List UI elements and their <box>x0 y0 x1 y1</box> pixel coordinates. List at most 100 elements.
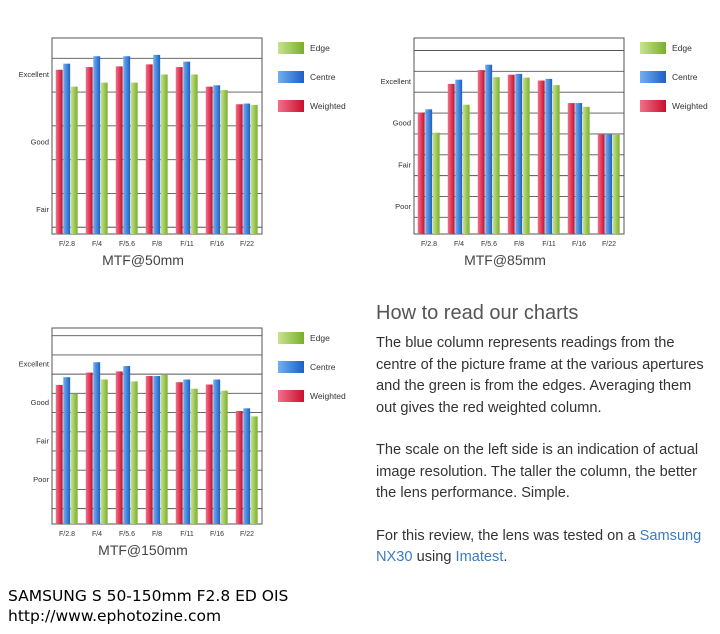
bar-edge <box>100 82 108 234</box>
bar-edge <box>160 74 168 234</box>
bar-centre <box>123 56 131 234</box>
chart-title: MTF@50mm <box>102 252 184 268</box>
rating-label: Fair <box>36 205 49 214</box>
x-tick-label: F/4 <box>92 531 102 538</box>
bar-weighted <box>85 67 93 234</box>
chart-title: MTF@85mm <box>464 252 546 268</box>
bar-weighted <box>145 64 153 235</box>
rating-label: Excellent <box>19 360 50 369</box>
x-tick-label: F/4 <box>454 241 464 248</box>
legend-swatch-edge <box>640 42 666 54</box>
x-tick-label: F/22 <box>240 531 254 538</box>
legend-swatch-centre <box>278 361 304 373</box>
bar-weighted <box>55 69 63 234</box>
x-tick-label: F/22 <box>240 241 254 248</box>
bar-centre <box>243 103 251 234</box>
x-tick-label: F/2.8 <box>59 241 75 248</box>
bar-weighted <box>567 103 575 234</box>
bar-centre <box>213 85 221 234</box>
chart-title: MTF@150mm <box>98 542 188 558</box>
bar-edge <box>552 85 560 234</box>
how-to-para-2: The scale on the left side is an indicat… <box>376 442 699 501</box>
lens-name: SAMSUNG S 50-150mm F2.8 ED OIS <box>8 587 289 605</box>
image-caption: SAMSUNG S 50-150mm F2.8 ED OIS http://ww… <box>8 586 288 626</box>
chart-mtf-85mm: Excellent Good Fair Poor F/2.8 F/4 F/5.6 F/8 F/1… <box>381 37 708 268</box>
bar-edge <box>70 393 78 524</box>
bar-weighted <box>235 104 243 234</box>
bar-centre <box>515 73 523 234</box>
x-tick-label: F/8 <box>514 241 524 248</box>
x-tick-label: F/5.6 <box>119 531 135 538</box>
bar-centre <box>485 64 493 234</box>
legend-label-centre: Centre <box>672 72 698 82</box>
bar-weighted <box>55 384 63 524</box>
x-tick-label: F/8 <box>152 531 162 538</box>
bar-centre <box>213 379 221 524</box>
bar-weighted <box>537 80 545 235</box>
x-tick-label: F/11 <box>180 531 194 538</box>
bar-edge <box>582 106 590 234</box>
bar-weighted <box>235 411 243 524</box>
bar-edge <box>190 388 198 524</box>
bar-edge <box>462 104 470 234</box>
bar-edge <box>492 77 500 234</box>
bar-centre <box>123 366 131 524</box>
para3-mid: using <box>416 549 452 565</box>
x-tick-label: F/8 <box>152 241 162 248</box>
legend-label-edge: Edge <box>310 43 330 53</box>
x-tick-label: F/2.8 <box>59 531 75 538</box>
legend-label-weighted: Weighted <box>672 101 708 111</box>
bar-centre <box>63 377 71 524</box>
imatest-link[interactable]: Imatest <box>455 549 504 565</box>
bar-weighted <box>447 83 455 234</box>
x-tick-label: F/11 <box>180 241 194 248</box>
x-tick-label: F/22 <box>602 241 616 248</box>
bar-centre <box>183 379 191 524</box>
x-tick-label: F/11 <box>542 241 556 248</box>
bar-centre <box>243 408 251 524</box>
bar-weighted <box>477 70 485 234</box>
bar-centre <box>425 109 433 234</box>
bar-edge <box>100 379 108 524</box>
chart-mtf-50mm: ExcellentGoodFairPoorF/2.8F/4F/5.6F/8F/1… <box>19 37 346 273</box>
rating-label: Poor <box>33 475 49 484</box>
legend-swatch-edge <box>278 42 304 54</box>
legend-label-centre: Centre <box>310 362 336 372</box>
bar-centre <box>575 103 583 234</box>
bar-weighted <box>115 371 123 524</box>
rating-label: Poor <box>395 202 411 211</box>
bar-centre <box>153 54 161 235</box>
bar-centre <box>545 78 553 234</box>
para3-prefix: For this review, the lens was tested on … <box>376 527 636 544</box>
how-to-para-3: For this review, the lens was tested on … <box>376 526 706 569</box>
bar-weighted <box>145 376 153 524</box>
bar-weighted <box>205 86 213 234</box>
legend-label-centre: Centre <box>310 72 336 82</box>
bar-edge <box>250 104 258 235</box>
x-tick-label: F/5.6 <box>119 241 135 248</box>
bar-centre <box>455 79 463 234</box>
bar-edge <box>612 134 620 234</box>
x-tick-label: F/16 <box>572 241 586 248</box>
rating-label: Excellent <box>19 70 50 79</box>
bar-centre <box>93 56 101 234</box>
rating-label: Good <box>31 137 49 146</box>
bar-edge <box>522 77 530 234</box>
legend-swatch-weighted <box>278 100 304 112</box>
how-to-para-1: The blue column represents readings from… <box>376 335 704 416</box>
bar-centre <box>605 134 613 234</box>
rating-label: Good <box>31 398 49 407</box>
bar-centre <box>153 376 161 524</box>
bar-weighted <box>115 66 123 235</box>
samsung-nx30-link[interactable]: Samsung NX30 <box>376 527 702 566</box>
bar-weighted <box>175 382 183 524</box>
legend-label-weighted: Weighted <box>310 101 346 111</box>
legend-swatch-centre <box>278 71 304 83</box>
rating-label: Good <box>393 119 411 128</box>
legend-label-edge: Edge <box>672 43 692 53</box>
bar-edge <box>220 390 228 524</box>
chart-mtf-150mm: Excellent Good Fair Poor F/2.8 F/4 F/5.6 F/8 F/1… <box>19 327 346 558</box>
legend-label-weighted: Weighted <box>310 391 346 401</box>
bar-edge <box>250 416 258 524</box>
rating-label: Fair <box>398 160 411 169</box>
